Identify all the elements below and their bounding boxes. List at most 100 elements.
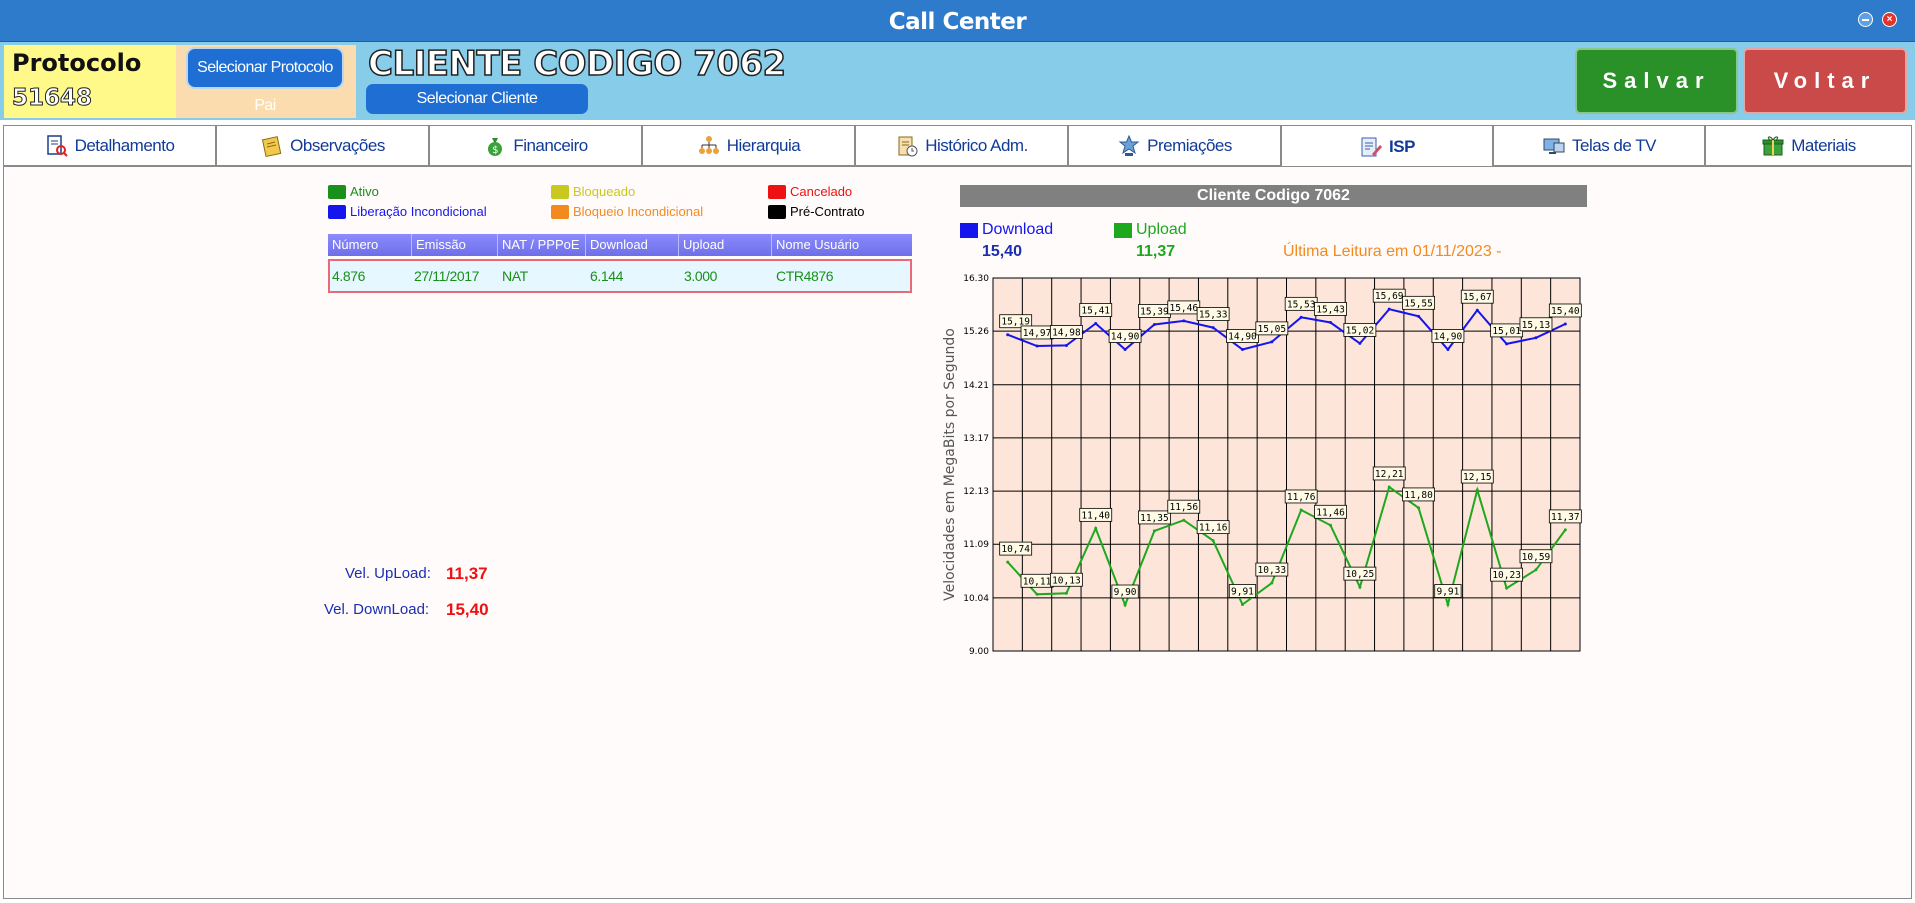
- legend-ativo: Ativo: [328, 184, 379, 199]
- data-point: [1094, 526, 1098, 530]
- tab-isp[interactable]: ISP: [1281, 125, 1493, 168]
- header-band: Protocolo 51648 Selecionar Protocolo Pai…: [0, 42, 1915, 120]
- data-point: [1505, 342, 1509, 346]
- cell-emissao: 27/11/2017: [414, 268, 480, 284]
- data-label-box: [1138, 510, 1171, 525]
- legend-label: Bloqueado: [573, 184, 636, 199]
- data-label-box: [1108, 329, 1142, 343]
- table-row[interactable]: 4.876 27/11/2017 NAT 6.144 3.000 CTR4876: [328, 259, 912, 293]
- legend-pre-contrato: Pré-Contrato: [768, 204, 864, 219]
- tab-label: Detalhamento: [74, 135, 175, 155]
- column-header-upload[interactable]: Upload: [679, 234, 772, 256]
- data-label: 15,69: [1375, 291, 1404, 302]
- legend-swatch: [328, 184, 346, 199]
- data-label-box: [1111, 584, 1139, 599]
- data-point: [1035, 592, 1039, 596]
- data-label-box: [1314, 302, 1347, 316]
- data-label: 14,90: [1111, 332, 1140, 343]
- last-reading-text: Última Leitura em 01/11/2023 -: [1283, 243, 1502, 260]
- data-label: 15,43: [1316, 304, 1345, 315]
- cell-numero: 4.876: [332, 268, 366, 284]
- tab-detalhamento[interactable]: Detalhamento: [3, 125, 216, 166]
- legend-swatch: [768, 204, 786, 219]
- download-current-value: 15,40: [982, 243, 1023, 260]
- data-point: [1064, 343, 1068, 347]
- legend-swatch: [551, 184, 569, 199]
- data-point: [1387, 485, 1391, 489]
- data-label: 9,91: [1231, 587, 1254, 598]
- column-header-numero[interactable]: Número: [328, 234, 412, 256]
- data-label-box: [1490, 567, 1524, 582]
- tab-observacoes[interactable]: Observações: [216, 125, 429, 166]
- data-label: 15,46: [1169, 303, 1198, 314]
- data-label: 11,40: [1081, 510, 1110, 521]
- close-icon[interactable]: ×: [1882, 12, 1897, 27]
- legend-label: Ativo: [350, 184, 379, 199]
- data-label-box: [1402, 487, 1435, 502]
- tab-label: Hierarquia: [726, 135, 801, 155]
- svg-text:$: $: [492, 145, 498, 156]
- cell-nome-usuario: CTR4876: [776, 268, 834, 284]
- upload-current-value: 11,37: [1136, 243, 1176, 260]
- chart-title: Cliente Codigo 7062: [960, 185, 1587, 207]
- tab-historico-adm[interactable]: Histórico Adm.: [855, 125, 1068, 166]
- data-label: 14,98: [1052, 327, 1081, 338]
- y-tick-label: 9.00: [969, 647, 989, 657]
- data-label: 15,41: [1081, 305, 1110, 316]
- tab-label: Materiais: [1791, 135, 1856, 155]
- select-cliente-button[interactable]: Selecionar Cliente: [366, 84, 588, 114]
- select-protocolo-pai-button[interactable]: Selecionar Protocolo Pai: [186, 47, 344, 114]
- data-label: 12,21: [1375, 469, 1404, 480]
- back-button[interactable]: Voltar: [1743, 48, 1907, 114]
- column-header-download[interactable]: Download: [586, 234, 679, 256]
- data-label: 10,74: [1001, 544, 1030, 555]
- data-label: 14,90: [1434, 332, 1463, 343]
- data-label: 9,90: [1114, 587, 1137, 598]
- protocolo-number: 51648: [11, 85, 93, 112]
- data-point: [1064, 591, 1068, 595]
- tab-financeiro[interactable]: $ Financeiro: [429, 125, 642, 166]
- search-doc-icon: [46, 134, 68, 157]
- legend-label: Liberação Incondicional: [350, 204, 487, 219]
- data-label-box: [1255, 562, 1289, 577]
- data-label: 11,16: [1199, 523, 1228, 534]
- data-label: 9,91: [1436, 587, 1459, 598]
- data-label-box: [1167, 499, 1201, 514]
- data-point: [1358, 585, 1362, 589]
- minimize-icon[interactable]: [1858, 12, 1873, 27]
- data-label: 15,33: [1199, 310, 1228, 321]
- legend-label: Bloqueio Incondicional: [573, 204, 704, 219]
- data-label: 11,56: [1169, 502, 1198, 513]
- column-header-nat-pppoe[interactable]: NAT / PPPoE: [498, 234, 586, 256]
- column-header-emissao[interactable]: Emissão: [412, 234, 498, 256]
- save-button[interactable]: Salvar: [1575, 48, 1738, 114]
- data-point: [1152, 322, 1156, 326]
- data-label: 15,67: [1463, 292, 1492, 303]
- data-label-box: [1548, 303, 1582, 318]
- data-point: [1299, 508, 1303, 512]
- cell-upload: 3.000: [684, 268, 718, 284]
- protocolo-box: Protocolo 51648: [4, 45, 176, 118]
- data-point: [1270, 340, 1274, 344]
- title-bar: Call Center ×: [0, 0, 1915, 42]
- legend-label: Pré-Contrato: [790, 204, 865, 219]
- y-tick-label: 10.04: [963, 594, 989, 604]
- data-label: 15,55: [1404, 298, 1433, 309]
- tab-label: Observações: [290, 135, 385, 155]
- data-label-box: [1460, 289, 1494, 304]
- data-label-box: [1255, 321, 1289, 336]
- tab-premiacoes[interactable]: Premiações: [1068, 125, 1281, 166]
- upload-speed-label: Vel. UpLoad:: [345, 565, 431, 582]
- y-tick-label: 14.21: [963, 381, 989, 391]
- speed-line-chart: 16.30 15.26 14.21 13.17 12.13 11.09 10.04 9.00 V…: [942, 274, 1582, 657]
- data-label-box: [1372, 288, 1406, 303]
- legend-swatch: [768, 184, 786, 199]
- data-label-box: [1548, 509, 1582, 524]
- column-header-nome-usuario[interactable]: Nome Usuário: [776, 237, 860, 252]
- tab-hierarquia[interactable]: Hierarquia: [642, 125, 855, 166]
- tab-materiais[interactable]: Materiais: [1705, 125, 1912, 166]
- data-label: 12,15: [1463, 472, 1492, 483]
- tab-telas-de-tv[interactable]: Telas de TV: [1493, 125, 1705, 166]
- data-label: 15,19: [1001, 317, 1030, 328]
- tab-bar: Detalhamento Observações $ Financeiro Hi…: [3, 125, 1912, 168]
